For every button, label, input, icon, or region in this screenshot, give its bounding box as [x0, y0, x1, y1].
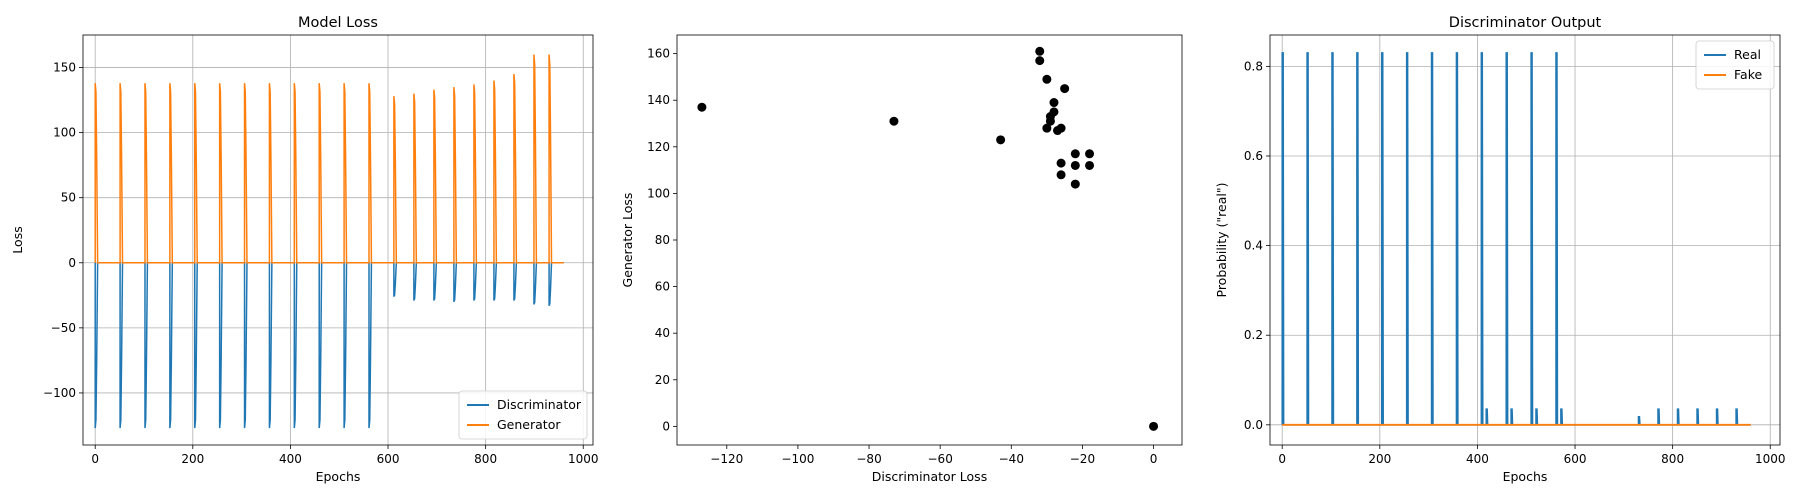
y-tick-label: 50 — [61, 191, 76, 205]
axes-1: 0 200 400 600 800 1000 −100 −50 0 50 100 150 Model L… — [10, 15, 599, 484]
x-tick-label: 200 — [181, 452, 204, 466]
chart-title: Discriminator Output — [1449, 15, 1602, 31]
x-axis-label: Epochs — [1503, 469, 1548, 484]
y-tick-label: 150 — [53, 61, 76, 75]
x-tick-label: 400 — [279, 452, 302, 466]
legend: Real Fake — [1695, 40, 1775, 90]
y-tick-label: 0 — [662, 419, 670, 433]
legend-box — [458, 390, 588, 440]
scatter-point — [1070, 160, 1080, 170]
legend-label-generator: Generator — [497, 417, 561, 432]
scatter-point — [1042, 74, 1052, 84]
x-tick-label: −20 — [1070, 452, 1095, 466]
x-tick-label: 0 — [1278, 452, 1286, 466]
y-tick-label: 0 — [68, 256, 76, 270]
scatter-point — [1053, 126, 1063, 136]
y-axis-label: Probability ("real") — [1214, 183, 1229, 298]
scatter-point — [1056, 158, 1066, 168]
axes-3: 0 200 400 600 800 1000 0.0 0.2 0.4 0.6 0.8 Discrimi… — [1214, 15, 1786, 484]
x-tick-label: 400 — [1466, 452, 1489, 466]
y-tick-label: 140 — [647, 93, 670, 107]
series-line-discriminator — [94, 262, 564, 429]
y-tick-label: 0.6 — [1244, 149, 1263, 163]
scatter-point — [1056, 170, 1066, 180]
scatter-point — [1085, 160, 1095, 170]
x-tick-label: −60 — [928, 452, 953, 466]
legend-label-fake: Fake — [1734, 67, 1762, 82]
x-tick-label: 0 — [91, 452, 99, 466]
x-tick-label: 200 — [1368, 452, 1391, 466]
x-tick-label: −120 — [710, 452, 743, 466]
scatter-point — [697, 102, 707, 112]
scatter-point — [1149, 421, 1159, 431]
x-tick-label: 1000 — [568, 452, 599, 466]
x-tick-label: 600 — [377, 452, 400, 466]
scatter-point — [1070, 149, 1080, 159]
y-tick-label: 0.0 — [1244, 418, 1263, 432]
chart-title: Model Loss — [298, 15, 378, 31]
x-tick-label: 0 — [1150, 452, 1158, 466]
x-axis-label: Discriminator Loss — [872, 469, 987, 484]
y-tick-label: 0.8 — [1244, 59, 1263, 73]
axes-frame — [82, 34, 594, 446]
scatter-point — [1085, 149, 1095, 159]
y-tick-label: 60 — [655, 280, 670, 294]
axes-frame — [676, 34, 1183, 446]
scatter-point — [1049, 98, 1059, 108]
x-tick-label: 800 — [474, 452, 497, 466]
scatter-point — [996, 135, 1006, 145]
scatter-point — [1045, 116, 1055, 126]
series-line-real — [1281, 52, 1751, 426]
y-tick-label: 20 — [655, 373, 670, 387]
scatter-point — [1070, 179, 1080, 189]
y-tick-label: −50 — [51, 321, 76, 335]
y-tick-label: 0.4 — [1244, 239, 1263, 253]
axes-2: −120 −100 −80 −60 −40 −20 0 0 20 40 60 80 100 120 140 1… — [620, 34, 1183, 484]
series-line-generator — [94, 54, 564, 264]
legend-label-discriminator: Discriminator — [497, 397, 582, 412]
scatter-point — [1035, 56, 1045, 66]
y-tick-label: 40 — [655, 326, 670, 340]
x-tick-label: 600 — [1564, 452, 1587, 466]
y-axis-label: Generator Loss — [620, 193, 635, 288]
legend: Discriminator Generator — [458, 390, 588, 440]
legend-box — [1695, 40, 1775, 90]
y-tick-label: −100 — [43, 386, 76, 400]
x-tick-label: 1000 — [1755, 452, 1786, 466]
scatter-point — [889, 116, 899, 126]
y-tick-label: 100 — [53, 126, 76, 140]
x-axis-label: Epochs — [316, 469, 361, 484]
scatter-point — [1042, 123, 1052, 133]
axes-frame — [1269, 34, 1781, 446]
y-tick-label: 120 — [647, 140, 670, 154]
y-tick-label: 80 — [655, 233, 670, 247]
legend-label-real: Real — [1734, 47, 1761, 62]
y-tick-label: 0.2 — [1244, 328, 1263, 342]
x-tick-label: −100 — [781, 452, 814, 466]
x-tick-label: 800 — [1661, 452, 1684, 466]
y-tick-label: 100 — [647, 186, 670, 200]
y-tick-label: 160 — [647, 47, 670, 61]
scatter-point — [1060, 84, 1070, 94]
y-axis-label: Loss — [10, 226, 25, 253]
x-tick-label: −40 — [999, 452, 1024, 466]
x-tick-label: −80 — [856, 452, 881, 466]
scatter-point — [1035, 46, 1045, 56]
